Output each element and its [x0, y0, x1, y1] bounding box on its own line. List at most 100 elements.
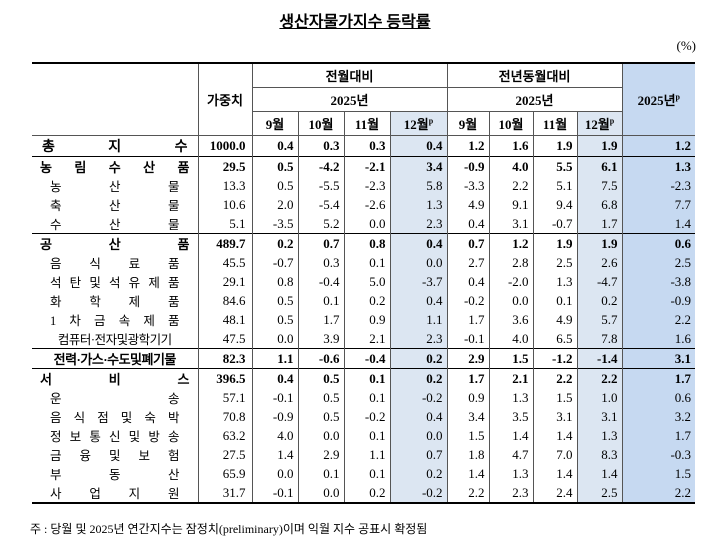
cell: 2.7	[446, 253, 490, 272]
cell: 0.2	[343, 483, 390, 504]
cell: -0.9	[446, 156, 490, 176]
header-row: 가중치 전월대비 전년동월대비 2025년p	[32, 62, 696, 136]
cell: -0.2	[389, 388, 448, 407]
row-label: 정 보 통 신 및 방 송	[50, 430, 180, 444]
cell: 3.1	[621, 348, 696, 369]
cell: -1.4	[576, 348, 623, 369]
cell: 2.2	[532, 368, 578, 388]
table-header: 가중치 전월대비 전년동월대비 2025년p 2025년 2025년 9월 10월 11월 12월…	[32, 62, 696, 136]
cell: -0.9	[621, 291, 696, 310]
cell: 0.6	[621, 233, 696, 253]
cell: 2.6	[576, 253, 623, 272]
cell: 1.3	[621, 156, 696, 176]
cell: 1.3	[576, 426, 623, 445]
cell: 0.9	[446, 388, 490, 407]
table-row: 총 지 수 1000.0 0.4 0.3 0.3 0.4 1.2 1.6 1.9 1.9 1.2	[32, 135, 696, 157]
header-cell	[32, 62, 198, 136]
footnote: 주 : 당월 및 2025년 연간지수는 잠정치(preliminary)이며 …	[30, 522, 428, 536]
cell: -4.2	[297, 156, 344, 176]
cell: 4.7	[488, 445, 534, 464]
cell: 1.4	[488, 426, 534, 445]
cell: 9.1	[488, 195, 534, 214]
cell: 3.4	[389, 156, 448, 176]
cell: 2.5	[621, 253, 696, 272]
cell: 0.3	[343, 135, 390, 157]
table-row: 전력·가스·수도및폐기물 82.3 1.1 -0.6 -0.4 0.2 2.9 1.5 -1.2…	[32, 348, 696, 369]
cell: 1.4	[621, 214, 696, 234]
cell: -2.6	[343, 195, 390, 214]
cell: 1.5	[621, 464, 696, 483]
cell: 0.2	[343, 291, 390, 310]
header-cell: 2025년	[251, 87, 448, 112]
cell: -2.3	[343, 176, 390, 195]
table-row: 컴퓨터·전자및광학기기 47.5 0.0 3.9 2.1 2.3 -0.1 4.0 6.5 7.8…	[32, 329, 696, 349]
cell: 4.9	[532, 310, 578, 329]
table-body: 총 지 수 1000.0 0.4 0.3 0.3 0.4 1.2 1.6 1.9 1.9 1.2 농 …	[32, 135, 696, 504]
cell: 2.2	[576, 368, 623, 388]
cell: 1.7	[621, 426, 696, 445]
cell: 5.8	[389, 176, 448, 195]
cell: 13.3	[197, 176, 252, 195]
cell: -0.1	[446, 329, 490, 349]
cell: 0.1	[297, 464, 344, 483]
header-cell: 11월	[532, 111, 578, 136]
cell: 0.5	[297, 407, 344, 426]
cell: 7.5	[576, 176, 623, 195]
cell: 0.8	[343, 233, 390, 253]
cell: 2.9	[297, 445, 344, 464]
cell: 0.1	[532, 291, 578, 310]
cell: -3.8	[621, 272, 696, 291]
cell: -0.1	[251, 388, 298, 407]
cell: 0.0	[389, 253, 448, 272]
row-label: 전력·가스·수도및폐기물	[32, 348, 198, 369]
row-label: 운 송	[50, 392, 180, 406]
cell: 31.7	[197, 483, 252, 504]
cell: 2.5	[532, 253, 578, 272]
cell: 0.7	[446, 233, 490, 253]
cell: -0.1	[251, 483, 298, 504]
cell: 1.3	[532, 272, 578, 291]
header-text: 9월	[458, 117, 478, 132]
cell: 4.0	[488, 156, 534, 176]
cell: 2.3	[389, 329, 448, 349]
cell: 1.8	[446, 445, 490, 464]
cell: 0.2	[576, 291, 623, 310]
cell: 1.7	[446, 310, 490, 329]
cell: 1.1	[251, 348, 298, 369]
cell: -0.3	[621, 445, 696, 464]
cell: 5.5	[532, 156, 578, 176]
cell: 10.6	[197, 195, 252, 214]
cell: -3.5	[251, 214, 298, 234]
cell: 0.0	[389, 426, 448, 445]
cell: 0.4	[251, 368, 298, 388]
header-text: 11월	[354, 117, 380, 132]
cell: -0.9	[251, 407, 298, 426]
cell: 3.1	[576, 407, 623, 426]
cell: 0.5	[251, 310, 298, 329]
cell: 0.2	[389, 348, 448, 369]
cell: 2.2	[488, 176, 534, 195]
cell: 0.4	[446, 272, 490, 291]
header-cell: 9월	[251, 111, 298, 136]
cell: 2.3	[389, 214, 448, 234]
cell: 65.9	[197, 464, 252, 483]
cell: 5.0	[343, 272, 390, 291]
cell: 0.1	[343, 368, 390, 388]
cell: 0.8	[251, 272, 298, 291]
cell: 48.1	[197, 310, 252, 329]
cell: 4.0	[488, 329, 534, 349]
title-text: 생산자물가지수 등락률	[279, 14, 431, 31]
header-cell: 2025년p	[621, 62, 696, 136]
prelim-mark: p	[609, 116, 615, 126]
header-text: 9월	[265, 117, 285, 132]
cell: 0.2	[389, 368, 448, 388]
cell: -5.4	[297, 195, 344, 214]
table-row: 수 산 물 5.1 -3.5 5.2 0.0 2.3 0.4 3.1 -0.7 1.7 1.4	[32, 214, 696, 234]
prelim-mark: p	[428, 116, 434, 126]
cell: 0.0	[343, 214, 390, 234]
cell: 45.5	[197, 253, 252, 272]
header-text: 2025년	[637, 93, 676, 108]
cell: 0.3	[297, 135, 344, 157]
cell: 1.2	[621, 135, 696, 157]
cell: 3.4	[446, 407, 490, 426]
